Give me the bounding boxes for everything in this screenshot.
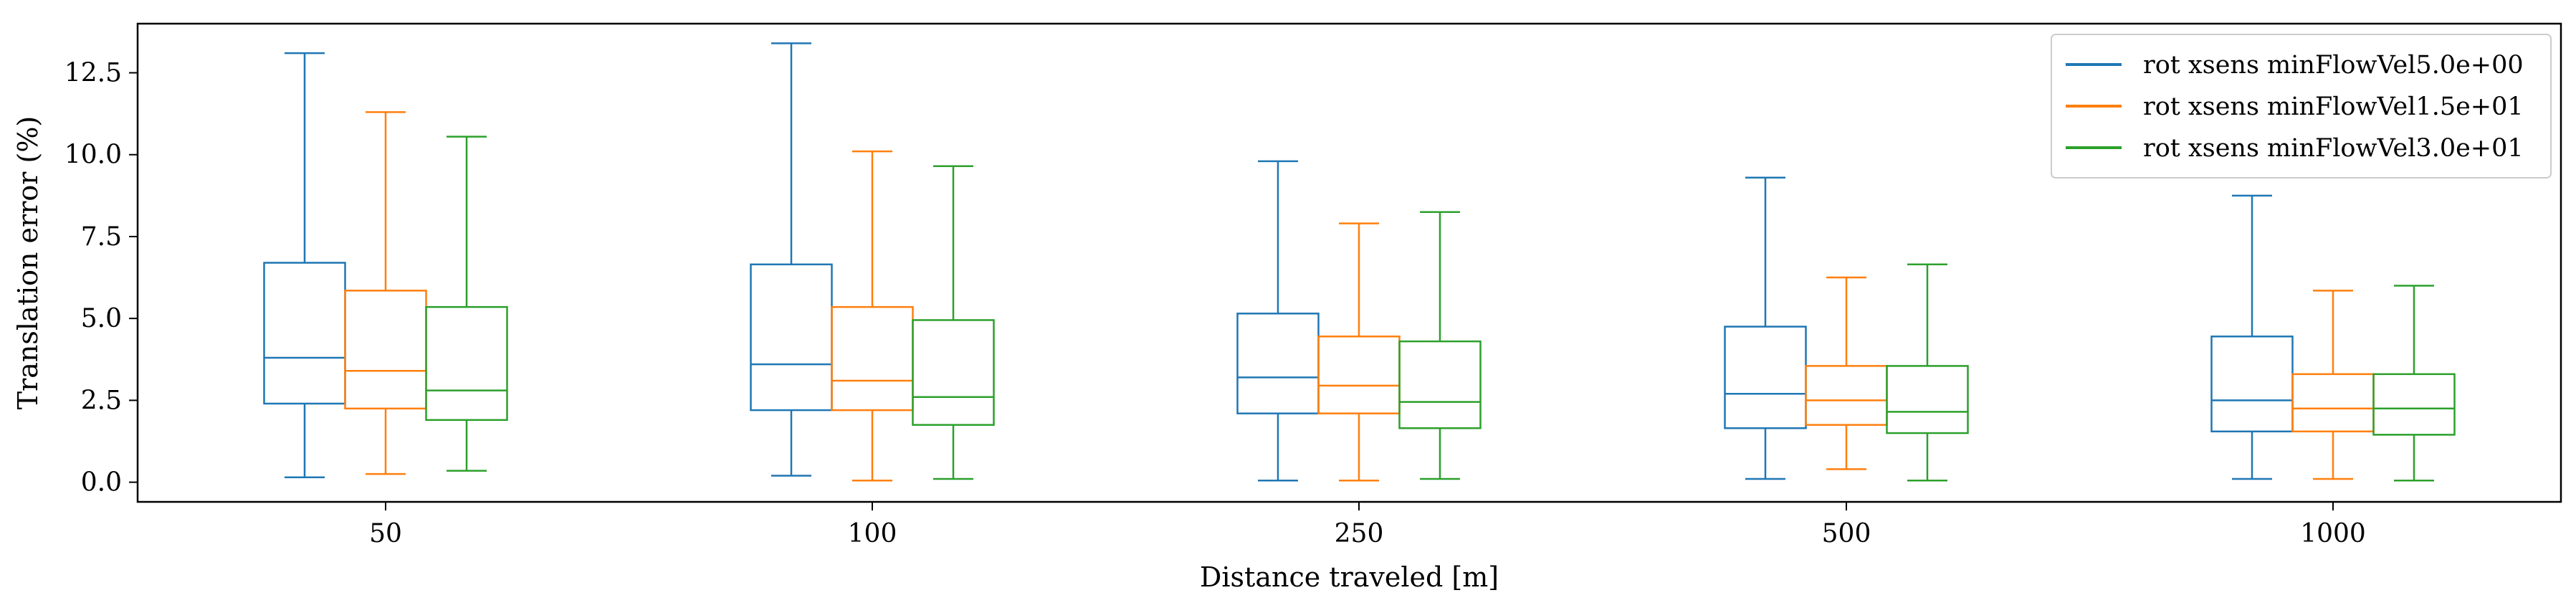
x-tick-label: 250 <box>1335 519 1384 548</box>
box-500 <box>1724 176 1807 480</box>
x-axis-ticks: 50 100 250 500 1000 <box>369 502 2366 548</box>
box-iqr <box>831 305 914 412</box>
box-50 <box>344 111 427 475</box>
box-iqr <box>425 305 508 422</box>
series-1 <box>263 42 2294 482</box>
y-tick-label: 5.0 <box>81 304 122 333</box>
box-1000 <box>2210 194 2294 480</box>
plot-frame <box>136 22 2562 503</box>
y-axis-ticks: 0.0 2.5 5.0 7.5 10.0 12.5 <box>65 59 138 498</box>
y-tick-label: 10.0 <box>65 141 122 170</box>
box-500 <box>1886 263 1969 482</box>
y-tick-label: 0.0 <box>81 468 122 498</box>
box-iqr <box>1317 336 1401 414</box>
box-iqr <box>1805 365 1888 426</box>
x-axis-label: Distance traveled [m] <box>1200 561 1499 593</box>
box-250 <box>1398 211 1482 480</box>
x-tick-label: 100 <box>848 519 897 548</box>
legend-label: rot xsens minFlowVel1.5e+01 <box>2143 92 2524 121</box>
legend: rot xsens minFlowVel5.0e+00 rot xsens min… <box>2051 34 2552 179</box>
box-iqr <box>1886 365 1969 434</box>
y-tick-label: 2.5 <box>81 386 122 415</box>
box-1000 <box>2291 290 2375 480</box>
box-iqr <box>344 290 427 410</box>
box-250 <box>1317 222 1401 482</box>
x-tick-label: 50 <box>369 519 402 548</box>
box-series <box>263 42 2456 482</box>
box-iqr <box>2291 373 2375 433</box>
box-iqr <box>2372 373 2456 436</box>
box-iqr <box>263 262 346 405</box>
box-iqr <box>1724 325 1807 429</box>
y-tick-label: 7.5 <box>81 222 122 252</box>
box-100 <box>831 150 914 482</box>
legend-label: rot xsens minFlowVel3.0e+01 <box>2143 134 2524 163</box>
legend-frame <box>2051 34 2552 179</box>
box-iqr <box>2210 336 2294 433</box>
legend-label: rot xsens minFlowVel5.0e+00 <box>2143 51 2524 80</box>
box-500 <box>1805 276 1888 470</box>
box-50 <box>425 136 508 472</box>
series-3 <box>425 136 2456 482</box>
y-tick-label: 12.5 <box>65 59 122 88</box>
box-iqr <box>750 263 833 412</box>
box-50 <box>263 52 346 478</box>
x-tick-label: 500 <box>1822 519 1871 548</box>
x-tick-label: 1000 <box>2300 519 2366 548</box>
box-1000 <box>2372 285 2456 482</box>
box-100 <box>912 165 995 480</box>
box-iqr <box>1236 313 1320 414</box>
box-iqr <box>912 319 995 426</box>
box-250 <box>1236 160 1320 482</box>
box-100 <box>750 42 833 477</box>
box-iqr <box>1398 340 1482 429</box>
y-axis-label: Translation error (%) <box>12 116 44 410</box>
